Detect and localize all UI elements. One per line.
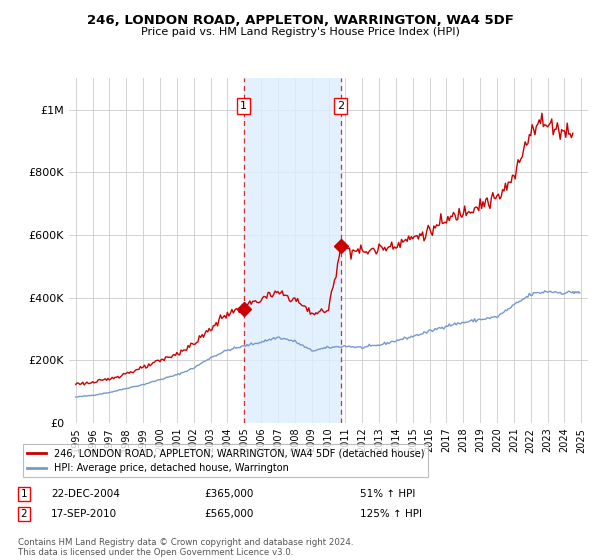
Text: 246, LONDON ROAD, APPLETON, WARRINGTON, WA4 5DF: 246, LONDON ROAD, APPLETON, WARRINGTON, …: [86, 14, 514, 27]
Text: Price paid vs. HM Land Registry's House Price Index (HPI): Price paid vs. HM Land Registry's House …: [140, 27, 460, 37]
Bar: [244, 78, 341, 423]
Text: £565,000: £565,000: [204, 509, 253, 519]
Text: 2: 2: [337, 101, 344, 111]
Text: Contains HM Land Registry data © Crown copyright and database right 2024.
This d: Contains HM Land Registry data © Crown c…: [18, 538, 353, 557]
Text: 51% ↑ HPI: 51% ↑ HPI: [360, 489, 415, 499]
Text: 2: 2: [20, 509, 28, 519]
Text: 125% ↑ HPI: 125% ↑ HPI: [360, 509, 422, 519]
Legend: 246, LONDON ROAD, APPLETON, WARRINGTON, WA4 5DF (detached house), HPI: Average p: 246, LONDON ROAD, APPLETON, WARRINGTON, …: [23, 445, 428, 477]
Text: 22-DEC-2004: 22-DEC-2004: [51, 489, 120, 499]
Text: 1: 1: [20, 489, 28, 499]
Text: £365,000: £365,000: [204, 489, 253, 499]
Text: 17-SEP-2010: 17-SEP-2010: [51, 509, 117, 519]
Text: 1: 1: [240, 101, 247, 111]
